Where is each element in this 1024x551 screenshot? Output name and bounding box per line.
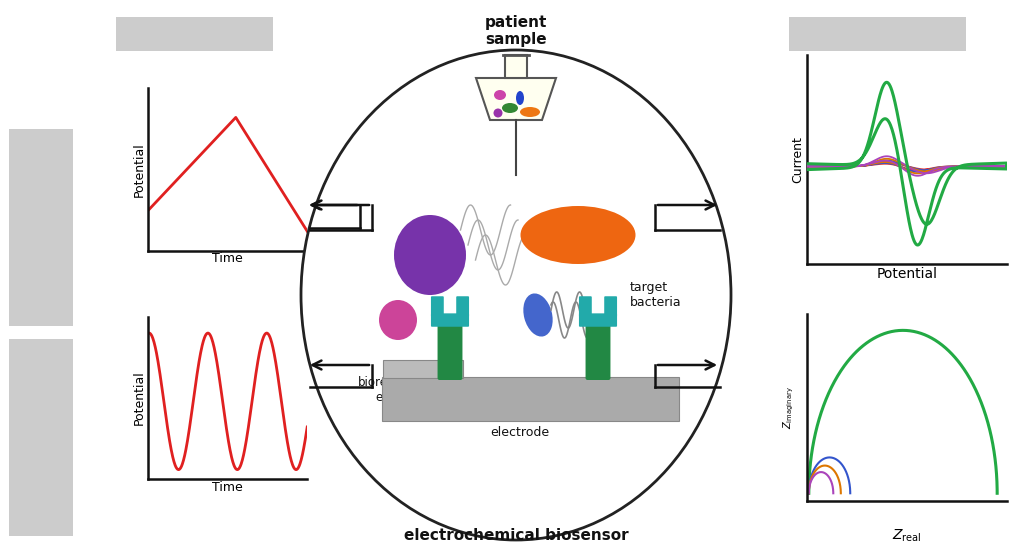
FancyBboxPatch shape <box>604 296 617 317</box>
Text: electrochemical biosensor: electrochemical biosensor <box>403 528 629 543</box>
Text: patient
sample: patient sample <box>484 15 547 47</box>
FancyBboxPatch shape <box>382 377 679 421</box>
Polygon shape <box>476 78 556 120</box>
Text: $Z_{\rm imaginary}$: $Z_{\rm imaginary}$ <box>781 386 796 429</box>
FancyBboxPatch shape <box>431 314 469 327</box>
Y-axis label: Potential: Potential <box>133 142 145 197</box>
Ellipse shape <box>502 103 518 113</box>
FancyBboxPatch shape <box>579 314 617 327</box>
Text: electrode: electrode <box>490 425 550 439</box>
Ellipse shape <box>520 107 540 117</box>
FancyBboxPatch shape <box>437 324 463 380</box>
FancyBboxPatch shape <box>9 129 73 326</box>
Text: $Z_{\rm real}$: $Z_{\rm real}$ <box>892 528 922 544</box>
FancyBboxPatch shape <box>457 296 469 317</box>
Text: Direct Current
(DC): Direct Current (DC) <box>27 181 55 276</box>
Text: input signal: input signal <box>150 31 239 46</box>
FancyBboxPatch shape <box>116 17 273 51</box>
FancyBboxPatch shape <box>383 360 463 378</box>
FancyBboxPatch shape <box>505 55 527 78</box>
Y-axis label: Current: Current <box>792 136 804 183</box>
FancyBboxPatch shape <box>9 339 73 536</box>
FancyBboxPatch shape <box>790 17 966 51</box>
Text: Alternating Current
(AC): Alternating Current (AC) <box>27 372 55 501</box>
Ellipse shape <box>523 294 553 337</box>
X-axis label: Time: Time <box>212 252 244 265</box>
Text: target
bacteria: target bacteria <box>630 281 682 309</box>
Text: output signal: output signal <box>826 31 928 46</box>
X-axis label: Time: Time <box>212 481 244 494</box>
Ellipse shape <box>494 109 503 117</box>
Text: biorecognition
element: biorecognition element <box>357 376 442 404</box>
Ellipse shape <box>394 215 466 295</box>
FancyBboxPatch shape <box>579 296 592 317</box>
FancyBboxPatch shape <box>431 296 443 317</box>
X-axis label: Potential: Potential <box>877 267 937 281</box>
Ellipse shape <box>520 206 636 264</box>
Y-axis label: Potential: Potential <box>133 371 145 425</box>
Ellipse shape <box>516 91 524 105</box>
FancyBboxPatch shape <box>586 324 610 380</box>
Ellipse shape <box>494 90 506 100</box>
Ellipse shape <box>379 300 417 340</box>
Ellipse shape <box>301 50 731 540</box>
